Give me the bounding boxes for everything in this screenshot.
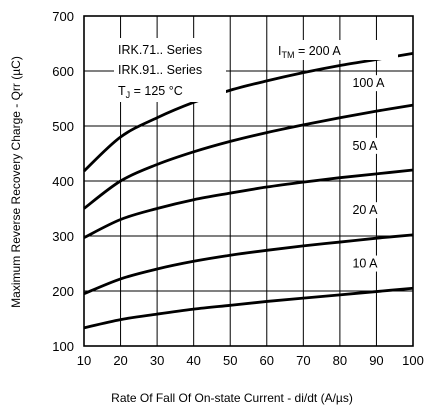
y-tick-label: 700: [52, 9, 74, 24]
curve-label-bg: [350, 202, 381, 219]
curve-label-10-a: 10 A: [352, 257, 378, 271]
curve-10-a: [83, 286, 414, 330]
itm-value: = 200 A: [294, 44, 341, 58]
junction-temp-label: TJ = 125 °C: [118, 84, 183, 100]
y-tick-label: 600: [52, 64, 74, 79]
y-axis-label: Maximum Reverse Recovery Charge - Qrr (µ…: [9, 56, 23, 308]
itm-subscript: TM: [281, 50, 294, 60]
y-tick-labels: 100 200 300 400 500 600 700: [52, 9, 74, 354]
y-tick-label: 500: [52, 119, 74, 134]
curve-labels: 100 A 50 A 20 A 10 A: [350, 75, 388, 272]
curve-label-bg: [350, 255, 381, 272]
x-tick-label: 100: [402, 353, 424, 368]
x-tick-label: 60: [260, 353, 274, 368]
x-tick-label: 40: [186, 353, 200, 368]
x-tick-label: 80: [333, 353, 347, 368]
tj-symbol: T: [118, 84, 126, 98]
curves: [83, 52, 414, 330]
x-tick-label: 90: [369, 353, 383, 368]
y-tick-label: 400: [52, 174, 74, 189]
curve-label-bg: [350, 137, 381, 154]
series-label-1: IRK.71.. Series: [118, 43, 202, 57]
y-tick-label: 300: [52, 229, 74, 244]
curve-20-a: [83, 233, 414, 296]
x-tick-label: 50: [223, 353, 237, 368]
x-tick-label: 70: [296, 353, 310, 368]
tj-value: = 125 °C: [130, 84, 183, 98]
itm-symbol: I: [278, 44, 281, 58]
y-tick-label: 200: [52, 284, 74, 299]
annotation-background: [114, 38, 226, 102]
curve-label-20-a: 20 A: [352, 203, 378, 217]
x-axis-label: Rate Of Fall Of On-state Current - di/dt…: [111, 391, 353, 405]
tj-subscript: J: [126, 90, 131, 100]
x-tick-label: 10: [77, 353, 91, 368]
plot-frame: [83, 15, 414, 347]
itm-label: ITM = 200 A: [278, 44, 341, 60]
curve-label-100-a: 100 A: [352, 76, 385, 90]
curve-label-50-a: 50 A: [352, 139, 378, 153]
curve-100-a: [83, 103, 414, 210]
itm-label-background: [274, 40, 398, 60]
x-tick-label: 20: [113, 353, 127, 368]
x-tick-label: 30: [150, 353, 164, 368]
y-tick-label: 100: [52, 339, 74, 354]
series-label-2: IRK.91.. Series: [118, 63, 202, 77]
x-tick-labels: 10 20 30 40 50 60 70 80 90 100: [77, 353, 424, 368]
curve-label-bg: [350, 75, 388, 92]
curve-50-a: [83, 168, 414, 239]
curve-200-a: [83, 52, 414, 173]
